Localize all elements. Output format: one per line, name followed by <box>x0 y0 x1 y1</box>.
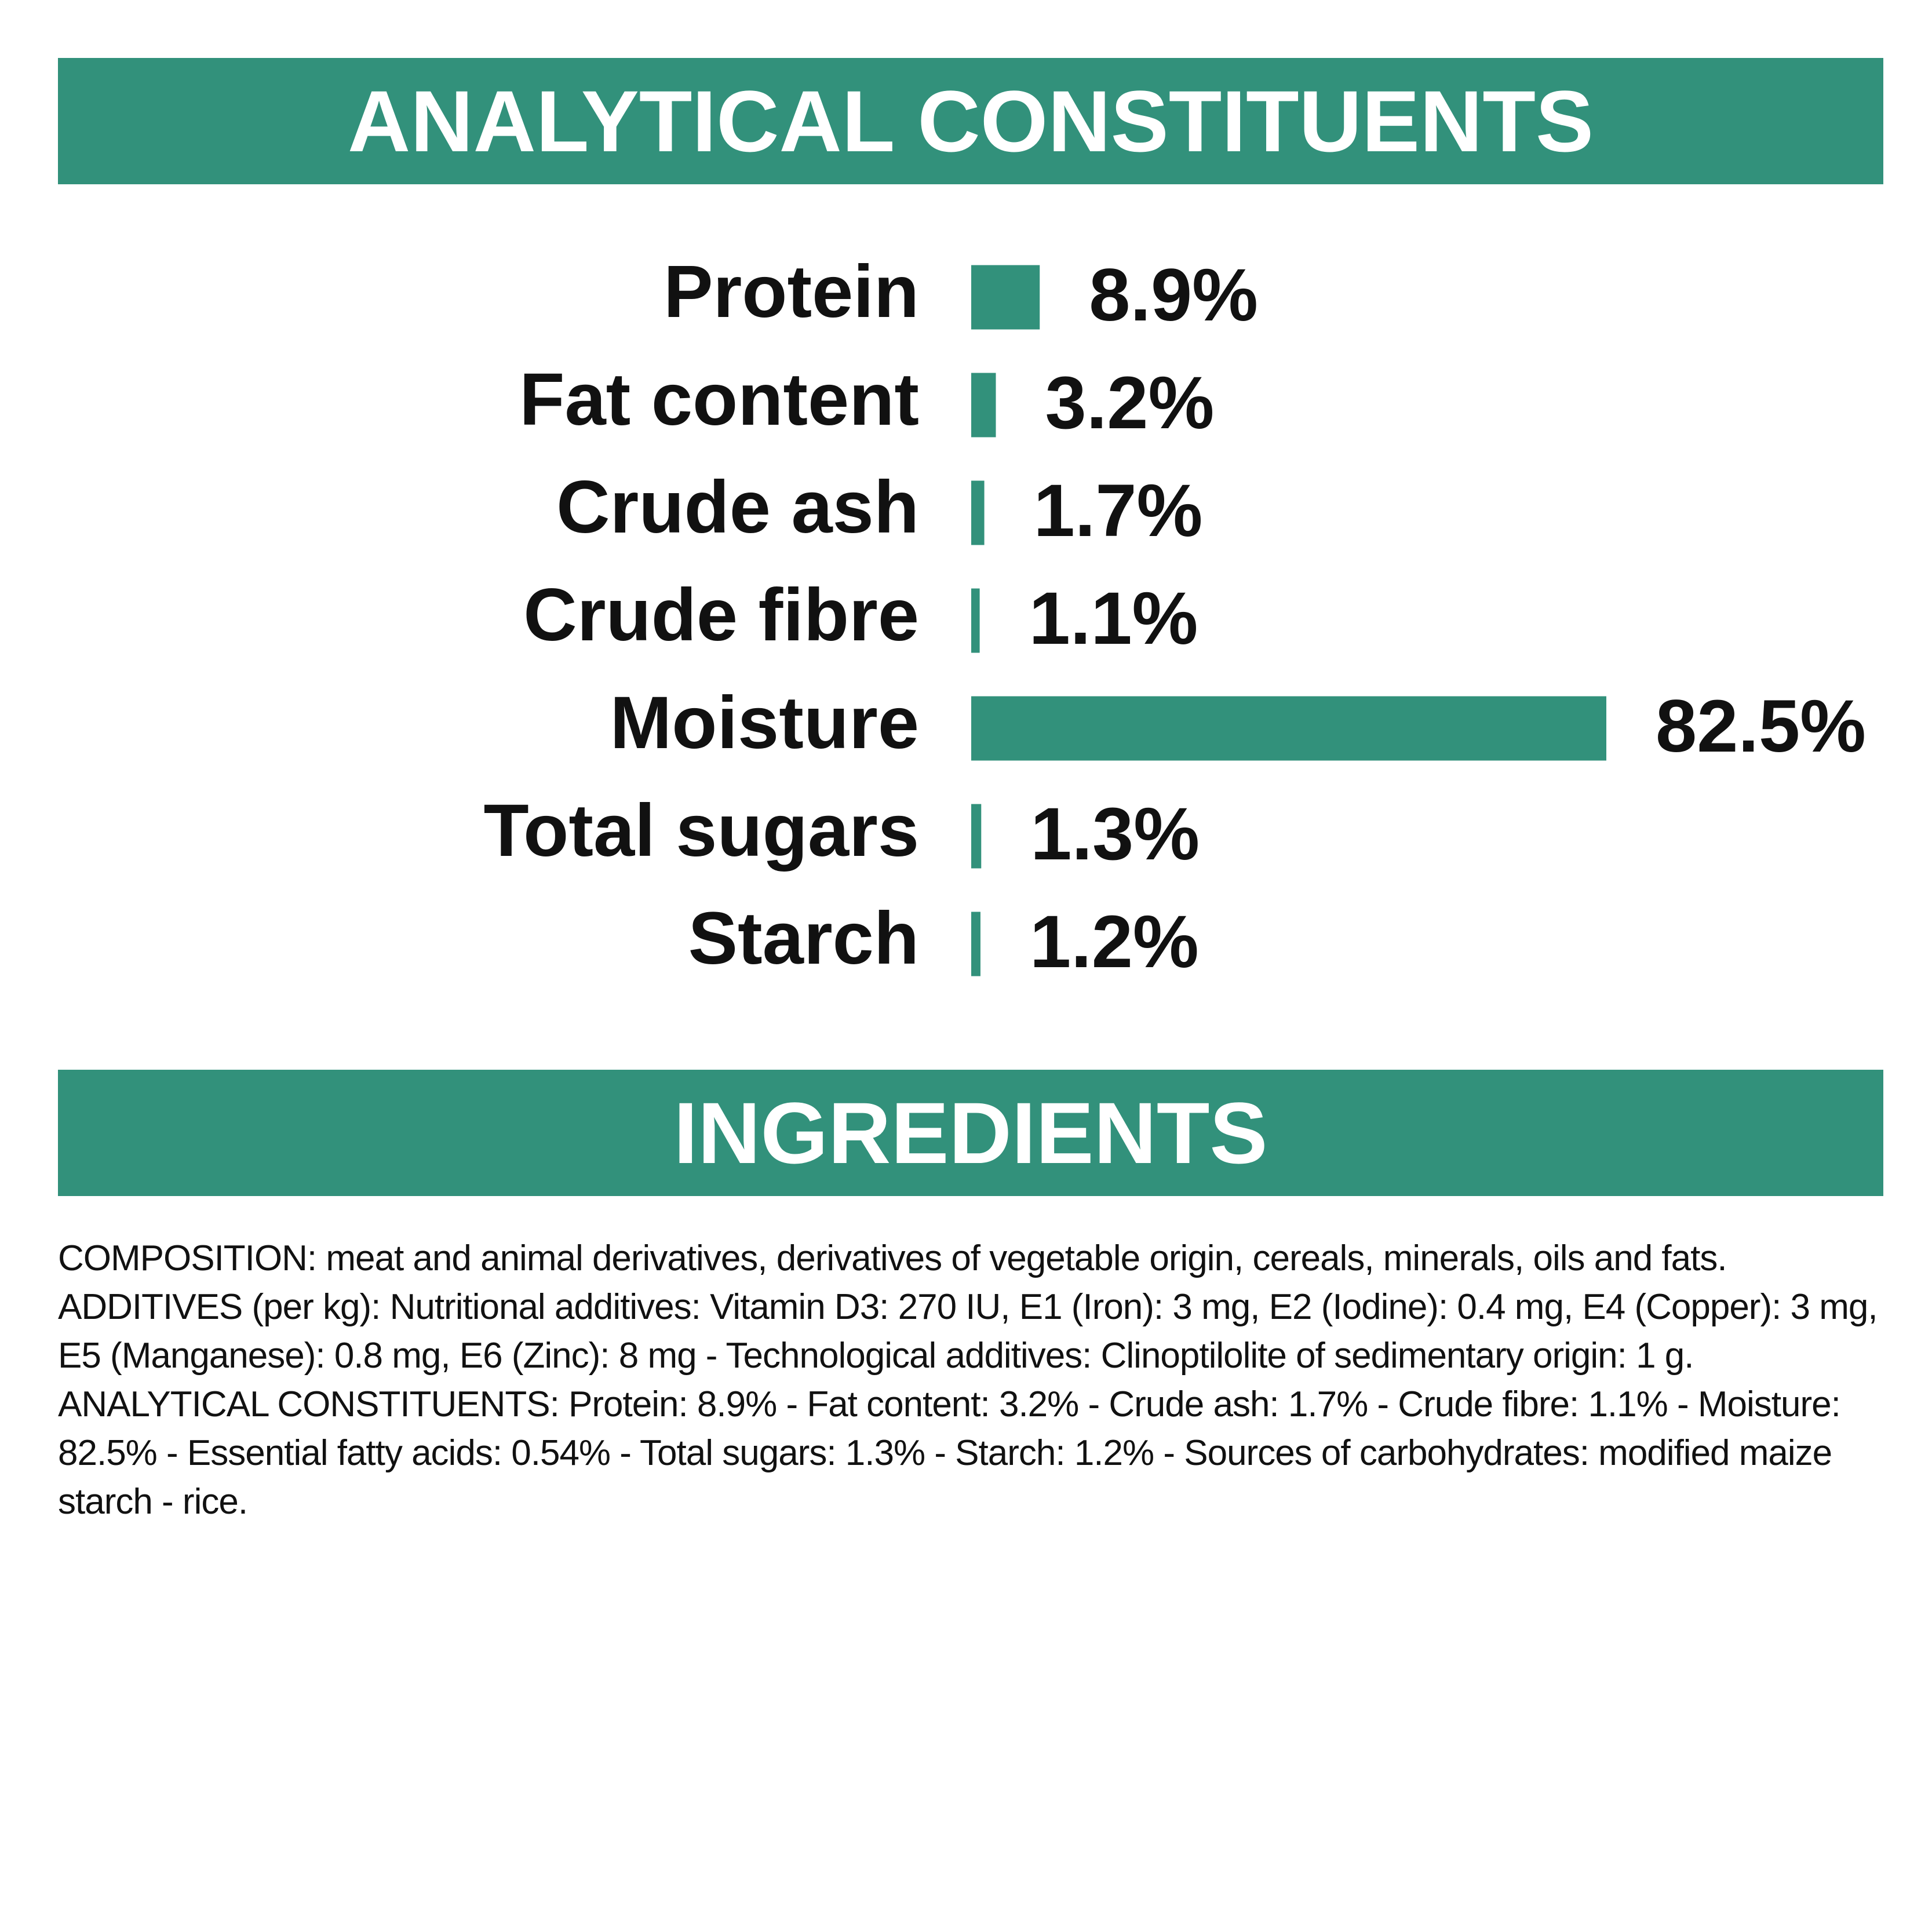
value-label: 82.5% <box>1656 685 1866 768</box>
category-label: Crude ash <box>556 466 919 549</box>
bar <box>971 373 996 438</box>
category-label: Total sugars <box>483 789 919 872</box>
bar <box>971 912 980 976</box>
category-label: Protein <box>664 250 919 333</box>
chart: Protein 8.9% Fat content 3.2% Crude ash 1.7% C… <box>483 250 1866 983</box>
category-label: Crude fibre <box>523 574 919 657</box>
value-label: 1.3% <box>1030 793 1200 876</box>
category-label: Moisture <box>610 681 919 764</box>
value-label: 1.1% <box>1029 577 1198 660</box>
value-label: 1.7% <box>1034 469 1203 552</box>
bar <box>971 588 980 653</box>
ingredients-text: COMPOSITION: meat and animal derivatives… <box>58 1238 1878 1522</box>
section-header: ANALYTICAL CONSTITUENTS <box>58 58 1883 184</box>
bar <box>971 804 982 869</box>
bar <box>971 265 1040 330</box>
value-label: 8.9% <box>1089 254 1258 337</box>
bar <box>971 480 985 545</box>
value-label: 3.2% <box>1045 362 1215 444</box>
category-label: Starch <box>688 897 919 980</box>
bar <box>971 696 1606 761</box>
category-label: Fat content <box>519 358 919 441</box>
section-header: INGREDIENTS <box>58 1070 1883 1196</box>
value-label: 1.2% <box>1030 901 1199 983</box>
